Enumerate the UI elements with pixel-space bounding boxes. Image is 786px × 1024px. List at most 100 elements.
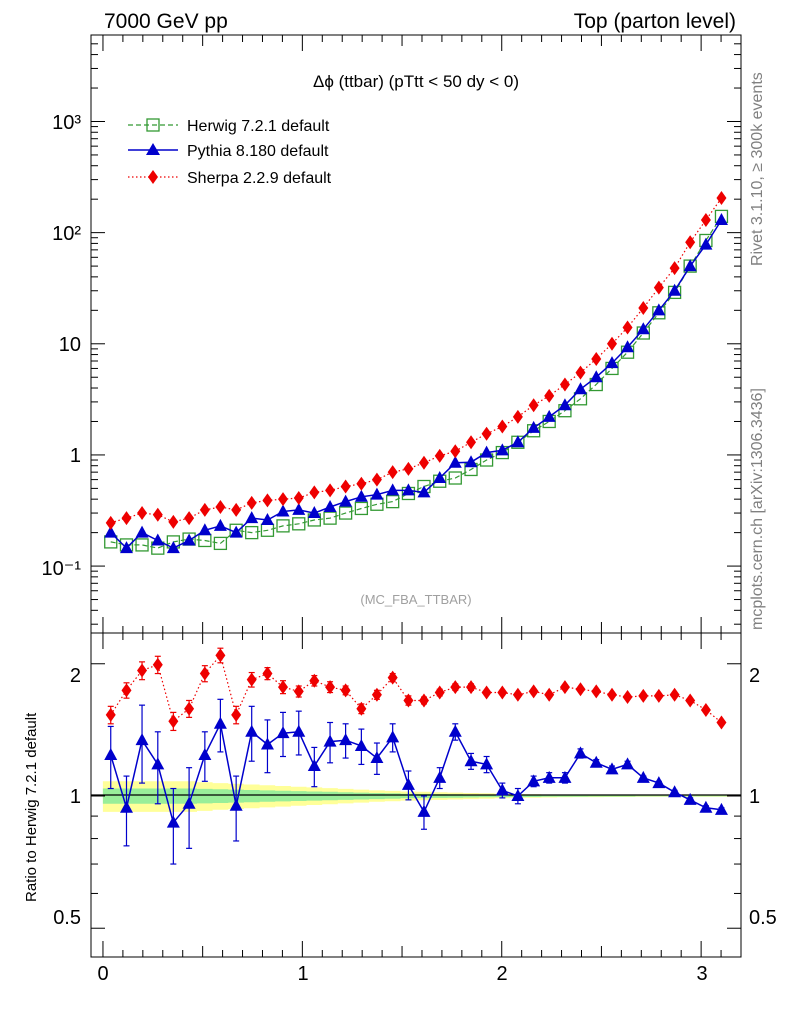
- ratio-point: [417, 804, 431, 817]
- ratio-point: [231, 707, 242, 722]
- data-point: [448, 471, 462, 485]
- data-point: [215, 500, 226, 515]
- ratio-series-0: [104, 698, 728, 865]
- x-tick-label-1: 1: [297, 963, 308, 985]
- ratio-point: [591, 684, 602, 699]
- legend-item-herwig: Herwig 7.2.1 default: [128, 118, 330, 135]
- ratio-point: [511, 788, 525, 801]
- data-point: [685, 235, 696, 250]
- ratio-point: [278, 680, 289, 695]
- ratio-point: [512, 687, 523, 702]
- ratio-point: [166, 815, 180, 828]
- y-tick-label-1000: 10³: [52, 112, 81, 134]
- data-point: [339, 494, 353, 507]
- data-point: [528, 398, 539, 413]
- data-point: [245, 511, 259, 524]
- ratio-point: [636, 770, 650, 783]
- data-point: [386, 483, 400, 496]
- ratio-ticks: [91, 633, 742, 957]
- ratio-point: [213, 716, 227, 729]
- ratio-y-tick-1: 1: [70, 786, 81, 808]
- data-point: [418, 455, 429, 470]
- ratio-point: [448, 724, 462, 737]
- data-point: [652, 303, 666, 316]
- ratio-point: [119, 800, 133, 813]
- data-point: [495, 443, 509, 456]
- ratio-point: [714, 802, 728, 815]
- data-point: [575, 365, 586, 380]
- data-point: [135, 525, 149, 538]
- data-point: [370, 487, 384, 500]
- data-point: [356, 476, 367, 491]
- data-point: [638, 300, 649, 315]
- data-point: [105, 515, 116, 530]
- data-point: [433, 471, 447, 484]
- main-ticks: [91, 34, 742, 633]
- data-point: [464, 455, 478, 468]
- header-right: Top (parton level): [574, 10, 736, 33]
- data-point: [292, 502, 306, 515]
- series-0: [104, 209, 729, 555]
- data-point: [276, 519, 290, 533]
- ratio-point: [638, 688, 649, 703]
- ratio-y-label: Ratio to Herwig 7.2.1 default: [23, 712, 40, 902]
- main-series: [104, 190, 729, 555]
- ratio-point: [229, 798, 243, 811]
- data-point: [573, 382, 587, 395]
- data-point: [481, 426, 492, 441]
- ratio-point: [371, 687, 382, 702]
- data-point: [354, 501, 369, 516]
- data-point: [401, 483, 415, 496]
- ratio-point: [325, 680, 336, 695]
- y-tick-label-100: 10²: [52, 223, 81, 245]
- data-point: [668, 283, 682, 296]
- legend-label-pythia: Pythia 8.180 default: [187, 143, 329, 160]
- data-point: [119, 541, 133, 554]
- series-line: [110, 197, 722, 524]
- data-point: [512, 409, 523, 424]
- ratio-point: [293, 684, 304, 699]
- ratio-point: [528, 684, 539, 699]
- ratio-point: [433, 770, 447, 783]
- ratio-point: [387, 670, 398, 685]
- ratio-point: [370, 751, 384, 764]
- series-line: [110, 219, 723, 550]
- data-point: [307, 506, 321, 519]
- data-point: [636, 322, 650, 335]
- data-point: [199, 502, 210, 517]
- data-point: [511, 435, 525, 448]
- data-point: [184, 511, 195, 526]
- data-point: [621, 340, 635, 353]
- main-title: Δϕ (ttbar) (pTtt < 50 dy < 0): [313, 72, 519, 91]
- x-tick-label-0: 0: [97, 963, 108, 985]
- ratio-point: [262, 666, 273, 681]
- data-point: [434, 448, 445, 463]
- legend: Herwig 7.2.1 default Pythia 8.180 defaul…: [128, 118, 332, 187]
- ratio-point: [652, 776, 666, 789]
- data-point: [386, 494, 400, 509]
- data-point: [340, 479, 351, 494]
- legend-label-herwig: Herwig 7.2.1 default: [187, 118, 330, 135]
- legend-item-sherpa: Sherpa 2.2.9 default: [128, 170, 332, 187]
- ratio-point: [184, 701, 195, 716]
- data-point: [325, 483, 336, 498]
- header-left: 7000 GeV pp: [104, 10, 228, 33]
- data-point: [387, 465, 398, 480]
- ratio-point: [542, 770, 556, 783]
- data-point: [417, 485, 431, 498]
- ratio-point: [198, 747, 212, 760]
- ratio-point: [653, 688, 664, 703]
- legend-marker-triangle-icon: [146, 143, 160, 155]
- ratio-point: [605, 762, 619, 775]
- ratio-point: [307, 759, 321, 772]
- data-point: [276, 504, 290, 517]
- data-point: [323, 511, 337, 525]
- ratio-point: [716, 715, 727, 730]
- ratio-point: [559, 680, 570, 695]
- data-point: [466, 435, 477, 450]
- data-point: [605, 356, 619, 369]
- ratio-line: [110, 654, 722, 723]
- ratio-point: [527, 774, 541, 787]
- uncertainty-band-1sigma: [102, 788, 730, 804]
- data-point: [152, 507, 163, 522]
